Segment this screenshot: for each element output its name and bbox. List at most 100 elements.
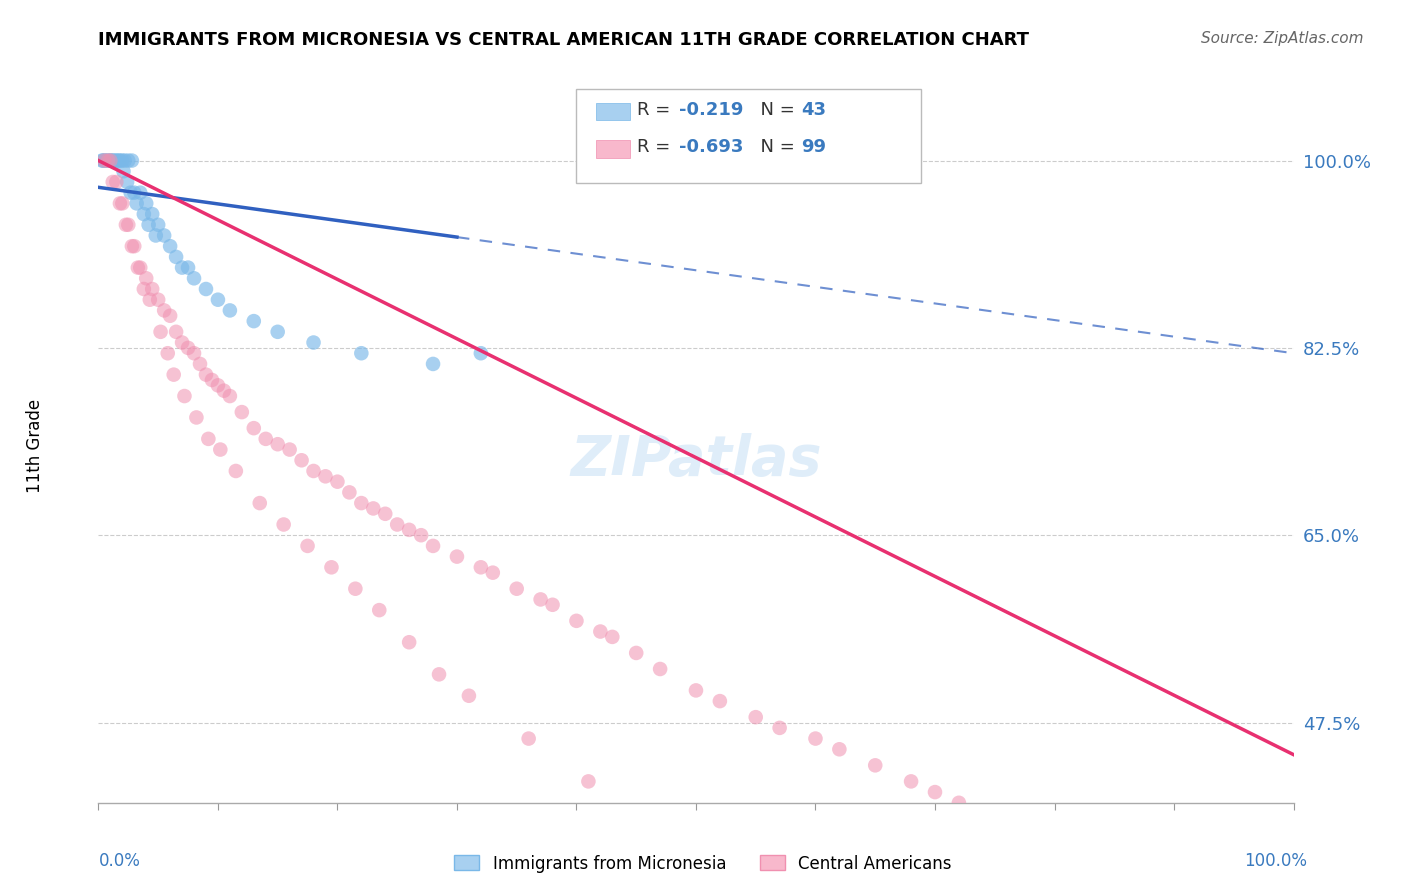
Point: [100, 153, 122, 168]
Point: [446, 549, 468, 564]
Point: [457, 689, 479, 703]
Point: [172, 335, 194, 350]
Text: -0.219: -0.219: [679, 101, 744, 119]
Point: [385, 517, 409, 532]
Point: [97, 153, 120, 168]
Point: [637, 817, 659, 831]
Point: [117, 153, 139, 168]
Point: [219, 303, 242, 318]
Point: [108, 196, 131, 211]
Point: [114, 153, 136, 168]
Point: [481, 566, 505, 580]
Point: [111, 153, 134, 168]
Point: [201, 373, 224, 387]
Point: [565, 614, 588, 628]
Point: [212, 384, 235, 398]
Point: [91, 153, 114, 168]
Point: [828, 742, 851, 756]
Point: [129, 186, 152, 200]
Point: [242, 314, 264, 328]
Point: [141, 282, 163, 296]
Point: [153, 228, 176, 243]
Text: IMMIGRANTS FROM MICRONESIA VS CENTRAL AMERICAN 11TH GRADE CORRELATION CHART: IMMIGRANTS FROM MICRONESIA VS CENTRAL AM…: [98, 31, 1029, 49]
Point: [121, 153, 143, 168]
Point: [132, 282, 155, 296]
Point: [1007, 817, 1029, 831]
Point: [576, 774, 599, 789]
Point: [107, 153, 129, 168]
Point: [315, 469, 337, 483]
Text: N =: N =: [749, 101, 801, 119]
Point: [124, 186, 146, 200]
Point: [172, 260, 194, 275]
Point: [249, 496, 271, 510]
Point: [138, 218, 160, 232]
Point: [120, 186, 142, 200]
Point: [745, 710, 768, 724]
Point: [254, 432, 277, 446]
Point: [125, 196, 148, 211]
Point: [368, 603, 391, 617]
Point: [422, 357, 444, 371]
Point: [273, 517, 295, 532]
Point: [541, 598, 564, 612]
Point: [470, 346, 492, 360]
Point: [398, 635, 420, 649]
Point: [108, 153, 131, 168]
Point: [141, 207, 163, 221]
Point: [948, 796, 970, 810]
Point: [132, 207, 155, 221]
Point: [506, 582, 529, 596]
Point: [517, 731, 540, 746]
Point: [804, 731, 827, 746]
Point: [98, 153, 122, 168]
Text: 11th Grade: 11th Grade: [27, 399, 44, 493]
Point: [173, 389, 195, 403]
Point: [117, 218, 139, 232]
Point: [149, 325, 172, 339]
Point: [589, 624, 612, 639]
Text: -0.693: -0.693: [679, 138, 744, 156]
Point: [863, 758, 886, 772]
Point: [337, 485, 360, 500]
Point: [350, 346, 373, 360]
Point: [159, 309, 181, 323]
Point: [470, 560, 492, 574]
Point: [115, 175, 138, 189]
Point: [159, 239, 181, 253]
Point: [188, 357, 211, 371]
Point: [326, 475, 349, 489]
Point: [183, 271, 205, 285]
Point: [768, 721, 790, 735]
Point: [101, 175, 124, 189]
Point: [194, 282, 217, 296]
Point: [278, 442, 301, 457]
Point: [197, 432, 219, 446]
Text: ZIPatlas: ZIPatlas: [571, 434, 821, 487]
Point: [148, 218, 170, 232]
Point: [685, 683, 707, 698]
Point: [124, 239, 146, 253]
Point: [231, 405, 253, 419]
Point: [297, 539, 319, 553]
Point: [350, 496, 373, 510]
Text: 0.0%: 0.0%: [98, 852, 141, 870]
Point: [91, 153, 114, 168]
Point: [529, 592, 551, 607]
Point: [101, 153, 124, 168]
Point: [709, 694, 731, 708]
Point: [135, 196, 157, 211]
Point: [398, 523, 420, 537]
Point: [194, 368, 217, 382]
Text: 43: 43: [801, 101, 827, 119]
Point: [267, 325, 290, 339]
Point: [93, 153, 115, 168]
Point: [98, 153, 122, 168]
Point: [153, 303, 176, 318]
Point: [1043, 838, 1066, 853]
Point: [148, 293, 170, 307]
Point: [242, 421, 264, 435]
Point: [267, 437, 290, 451]
Point: [156, 346, 179, 360]
Point: [290, 453, 312, 467]
